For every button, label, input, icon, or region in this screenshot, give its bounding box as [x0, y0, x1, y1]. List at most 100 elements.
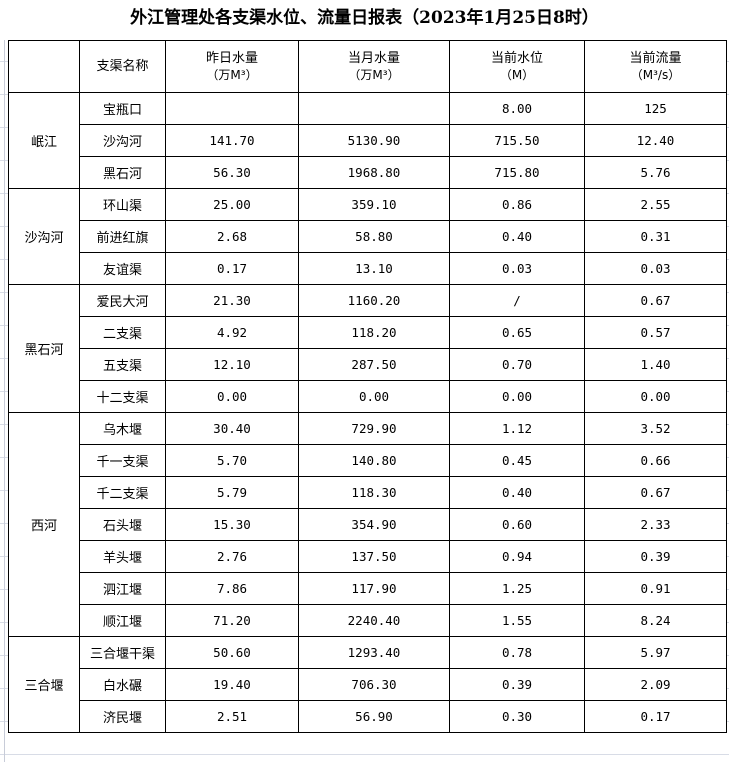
table-row: 白水碾 19.40 706.30 0.39 2.09 — [9, 668, 727, 701]
flow-rate: 2.55 — [584, 188, 727, 221]
table-row: 济民堰 2.51 56.90 0.30 0.17 — [9, 700, 727, 733]
water-level: 8.00 — [449, 92, 585, 125]
yesterday-volume: 2.68 — [165, 220, 299, 253]
month-volume — [298, 92, 450, 125]
header-yesterday-label: 昨日水量 — [205, 50, 258, 66]
canal-name: 沙沟河 — [79, 124, 166, 157]
month-volume: 2240.40 — [298, 604, 450, 637]
group-name: 沙沟河 — [8, 188, 80, 285]
canal-name: 二支渠 — [79, 316, 166, 349]
canal-name: 羊头堰 — [79, 540, 166, 573]
yesterday-volume: 4.92 — [165, 316, 299, 349]
canal-name: 乌木堰 — [79, 412, 166, 445]
flow-rate: 8.24 — [584, 604, 727, 637]
yesterday-volume: 2.51 — [165, 700, 299, 733]
water-level: 0.00 — [449, 380, 585, 413]
canal-name: 白水碾 — [79, 668, 166, 701]
flow-rate: 5.97 — [584, 636, 727, 669]
report-table: 支渠名称 昨日水量 （万M³） 当月水量 （万M³） 当前水位 （M） 当前流量 （M³… — [8, 40, 727, 733]
canal-name: 三合堰干渠 — [79, 636, 166, 669]
group-name: 黑石河 — [8, 284, 80, 413]
canal-name: 五支渠 — [79, 348, 166, 381]
header-name: 支渠名称 — [79, 40, 166, 93]
yesterday-volume: 21.30 — [165, 284, 299, 317]
table-row: 友谊渠 0.17 13.10 0.03 0.03 — [9, 252, 727, 285]
yesterday-volume: 19.40 — [165, 668, 299, 701]
header-yesterday-unit: （万M³） — [206, 67, 258, 82]
yesterday-volume: 50.60 — [165, 636, 299, 669]
header-row: 支渠名称 昨日水量 （万M³） 当月水量 （万M³） 当前水位 （M） 当前流量 （M³… — [8, 40, 727, 93]
flow-rate: 0.00 — [584, 380, 727, 413]
header-month-unit: （万M³） — [348, 67, 400, 82]
flow-rate: 0.03 — [584, 252, 727, 285]
flow-rate: 0.67 — [584, 476, 727, 509]
yesterday-volume: 56.30 — [165, 156, 299, 189]
flow-rate: 0.67 — [584, 284, 727, 317]
canal-name: 泗江堰 — [79, 572, 166, 605]
table-row: 沙沟河 环山渠 25.00 359.10 0.86 2.55 — [8, 188, 727, 285]
month-volume: 1160.20 — [298, 284, 450, 317]
yesterday-volume: 7.86 — [165, 572, 299, 605]
month-volume: 706.30 — [298, 668, 450, 701]
canal-name: 友谊渠 — [79, 252, 166, 285]
table-row: 千一支渠 5.70 140.80 0.45 0.66 — [9, 444, 727, 477]
header-flow-label: 当前流量 — [629, 50, 682, 66]
water-level: 0.30 — [449, 700, 585, 733]
table-row: 石头堰 15.30 354.90 0.60 2.33 — [9, 508, 727, 541]
table-row: 黑石河 爱民大河 21.30 1160.20/0.67 — [8, 284, 727, 413]
month-volume: 0.00 — [298, 380, 450, 413]
header-flow: 当前流量 （M³/s） — [584, 40, 727, 93]
yesterday-volume — [165, 92, 299, 125]
flow-rate: 0.17 — [584, 700, 727, 733]
water-level: 0.94 — [449, 540, 585, 573]
header-group — [8, 40, 80, 93]
header-flow-unit: （M³/s） — [630, 67, 681, 82]
sheet-gridline — [4, 0, 5, 762]
flow-rate: 2.09 — [584, 668, 727, 701]
month-volume: 287.50 — [298, 348, 450, 381]
group-name: 岷江 — [8, 92, 80, 189]
flow-rate: 12.40 — [584, 124, 727, 157]
canal-name: 千一支渠 — [79, 444, 166, 477]
table-row: 前进红旗 2.68 58.80 0.40 0.31 — [9, 220, 727, 253]
table-row: 黑石河 56.30 1968.80 715.80 5.76 — [9, 156, 727, 189]
month-volume: 13.10 — [298, 252, 450, 285]
water-level: 0.78 — [449, 636, 585, 669]
table-row: 顺江堰 71.20 2240.40 1.55 8.24 — [9, 604, 727, 637]
table-row: 岷江 宝瓶口 8.00 125 — [8, 92, 727, 189]
month-volume: 137.50 — [298, 540, 450, 573]
table-row: 泗江堰 7.86 117.90 1.25 0.91 — [9, 572, 727, 605]
table-row: 二支渠 4.92 118.20 0.65 0.57 — [9, 316, 727, 349]
header-month: 当月水量 （万M³） — [298, 40, 450, 93]
table-row: 五支渠 12.10 287.50 0.70 1.40 — [9, 348, 727, 381]
yesterday-volume: 12.10 — [165, 348, 299, 381]
table-row: 十二支渠 0.00 0.00 0.00 0.00 — [9, 380, 727, 413]
month-volume: 140.80 — [298, 444, 450, 477]
water-level: 0.70 — [449, 348, 585, 381]
table-row: 羊头堰 2.76 137.50 0.94 0.39 — [9, 540, 727, 573]
table-row: 三合堰 三合堰干渠 50.60 1293.40 0.78 5.97 — [8, 636, 727, 733]
month-volume: 359.10 — [298, 188, 450, 221]
water-level: 0.65 — [449, 316, 585, 349]
canal-name: 黑石河 — [79, 156, 166, 189]
water-level: 0.39 — [449, 668, 585, 701]
table-row: 西河 乌木堰 30.40 729.90 1.12 3.52 — [8, 412, 727, 637]
group-name: 三合堰 — [8, 636, 80, 733]
water-level: 0.40 — [449, 220, 585, 253]
water-level: 0.45 — [449, 444, 585, 477]
header-level-label: 当前水位 — [490, 50, 543, 66]
header-yesterday: 昨日水量 （万M³） — [165, 40, 299, 93]
canal-name: 前进红旗 — [79, 220, 166, 253]
yesterday-volume: 141.70 — [165, 124, 299, 157]
flow-rate: 125 — [584, 92, 727, 125]
header-level: 当前水位 （M） — [449, 40, 585, 93]
flow-rate: 0.57 — [584, 316, 727, 349]
flow-rate: 2.33 — [584, 508, 727, 541]
flow-rate: 0.91 — [584, 572, 727, 605]
table-row: 千二支渠 5.79 118.30 0.40 0.67 — [9, 476, 727, 509]
canal-name: 济民堰 — [79, 700, 166, 733]
yesterday-volume: 71.20 — [165, 604, 299, 637]
month-volume: 1968.80 — [298, 156, 450, 189]
flow-rate: 0.31 — [584, 220, 727, 253]
canal-name: 环山渠 — [79, 188, 166, 221]
